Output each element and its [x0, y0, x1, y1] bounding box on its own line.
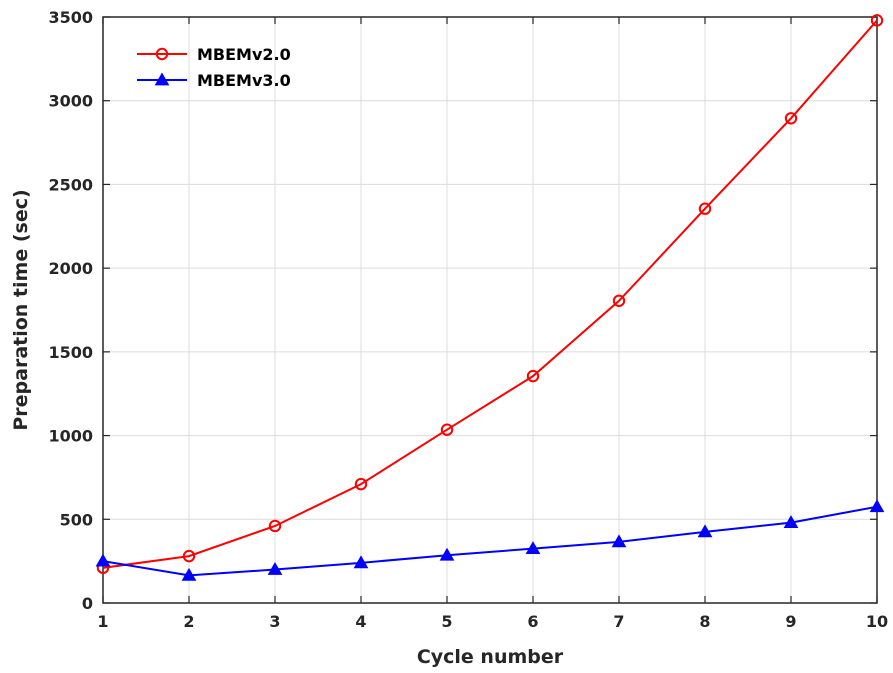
series-line — [102, 19, 878, 569]
data-point — [440, 423, 454, 436]
x-tick-label: 1 — [97, 612, 108, 631]
y-tick-label: 3000 — [48, 92, 93, 111]
x-tick-label: 3 — [269, 612, 280, 631]
legend-marker — [155, 47, 169, 61]
y-tick-label: 2500 — [48, 175, 93, 194]
legend-item: MBEMv2.0 — [137, 45, 291, 64]
series-MBEMv3.0 — [95, 499, 885, 581]
grid — [102, 16, 878, 604]
x-axis-label: Cycle number — [417, 646, 564, 668]
data-point — [267, 562, 283, 575]
plot-area — [102, 16, 878, 604]
y-axis-ticks: 0 500 1000 1500 2000 2500 3000 3500 — [48, 8, 877, 613]
data-point — [439, 547, 455, 561]
legend-label: MBEMv3.0 — [197, 71, 291, 90]
data-point — [870, 14, 884, 27]
y-tick-label: 2000 — [48, 259, 93, 278]
x-tick-label: 2 — [183, 612, 194, 631]
series-layer — [95, 14, 885, 581]
y-axis-label: Preparation time (sec) — [10, 189, 32, 430]
x-tick-label: 6 — [527, 612, 538, 631]
data-point — [354, 477, 368, 491]
x-tick-label: 7 — [613, 612, 624, 631]
data-point — [611, 534, 627, 548]
legend-item: MBEMv3.0 — [137, 71, 291, 90]
data-point — [353, 555, 369, 569]
data-point — [181, 567, 197, 581]
y-tick-label: 500 — [60, 510, 93, 529]
data-point — [612, 294, 626, 307]
y-tick-label: 1500 — [48, 343, 93, 362]
data-point — [869, 499, 885, 513]
data-point — [697, 524, 713, 538]
y-tick-label: 3500 — [48, 8, 93, 27]
y-tick-label: 0 — [82, 594, 93, 613]
series-line — [102, 505, 878, 577]
data-point — [784, 112, 798, 125]
data-point — [182, 549, 196, 563]
legend: MBEMv2.0 MBEMv3.0 — [137, 45, 291, 90]
data-point — [783, 515, 799, 529]
legend-label: MBEMv2.0 — [197, 45, 291, 64]
data-point — [268, 519, 282, 533]
legend-marker — [154, 72, 170, 86]
data-point — [95, 553, 111, 567]
x-tick-label: 4 — [355, 612, 366, 631]
x-tick-label: 5 — [441, 612, 452, 631]
data-point — [698, 202, 712, 215]
data-point — [526, 369, 540, 383]
x-tick-label: 10 — [866, 612, 888, 631]
y-tick-label: 1000 — [48, 427, 93, 446]
x-tick-label: 8 — [699, 612, 710, 631]
x-axis-ticks: 1 2 3 4 5 6 7 8 9 10 — [97, 17, 888, 631]
data-point — [525, 541, 541, 554]
x-tick-label: 9 — [785, 612, 796, 631]
series-MBEMv2.0 — [96, 14, 884, 575]
